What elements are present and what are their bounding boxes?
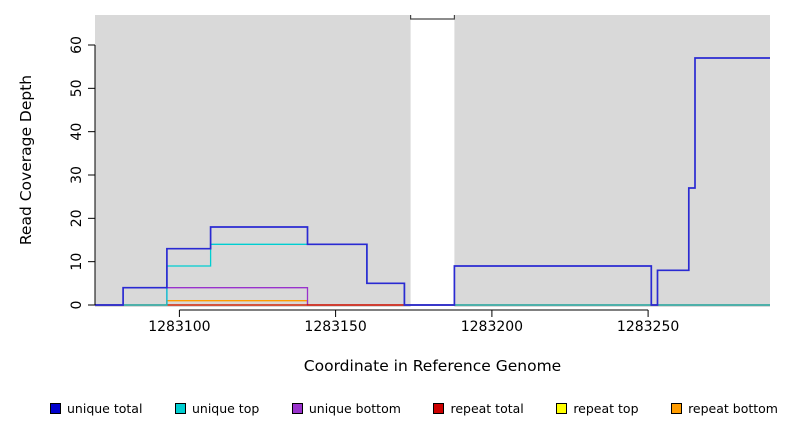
legend-swatch-unique-top — [174, 403, 186, 414]
clipped-series-top-line — [410, 15, 455, 20]
y-tick-label: 0 — [69, 301, 85, 310]
axes-group: 0 10 20 30 40 50 60 1283100 1283150 1283200 128325… — [69, 36, 679, 335]
legend-item-unique-top: unique top — [174, 401, 260, 416]
legend-item-unique-total: unique total — [50, 401, 142, 416]
legend-item-repeat-total: repeat total — [433, 401, 524, 416]
series-group — [95, 57, 770, 306]
y-tick-label: 10 — [69, 253, 85, 271]
masked-region — [410, 15, 455, 307]
coverage-chart: 0 10 20 30 40 50 60 1283100 1283150 1283200 128325… — [17, 15, 770, 335]
plot-panel-group — [95, 15, 770, 307]
legend-label: repeat total — [450, 401, 524, 416]
legend-swatch-unique-bottom — [291, 403, 303, 414]
y-tick-label: 30 — [69, 166, 85, 184]
legend-swatch-unique-total — [50, 403, 61, 414]
x-tick-label: 1283150 — [304, 319, 366, 335]
x-tick-label: 1283200 — [461, 319, 523, 335]
legend-item-repeat-top: repeat top — [556, 401, 639, 416]
y-tick-label: 60 — [69, 36, 85, 54]
series-line-unique-total — [95, 57, 770, 306]
legend-item-unique-bottom: unique bottom — [291, 401, 401, 416]
legend-label: unique total — [67, 401, 143, 416]
legend-swatch-repeat-total — [433, 403, 445, 414]
legend-item-repeat-bottom: repeat bottom — [671, 401, 778, 416]
legend-label: unique bottom — [308, 401, 401, 416]
y-tick-label: 20 — [69, 209, 85, 227]
x-tick-label: 1283100 — [148, 319, 210, 335]
x-tick-label: 1283250 — [617, 319, 679, 335]
legend-swatch-repeat-bottom — [671, 403, 683, 414]
y-tick-label: 40 — [69, 123, 85, 141]
y-axis-title: Read Coverage Depth — [17, 75, 35, 245]
legend-label: repeat bottom — [688, 401, 778, 416]
x-axis-title: Coordinate in Reference Genome — [303, 357, 562, 375]
legend: unique total unique top unique bottom repea… — [0, 401, 792, 416]
legend-label: repeat top — [573, 401, 639, 416]
legend-swatch-repeat-top — [556, 403, 568, 414]
legend-label: unique top — [191, 401, 260, 416]
y-tick-label: 50 — [69, 79, 85, 97]
